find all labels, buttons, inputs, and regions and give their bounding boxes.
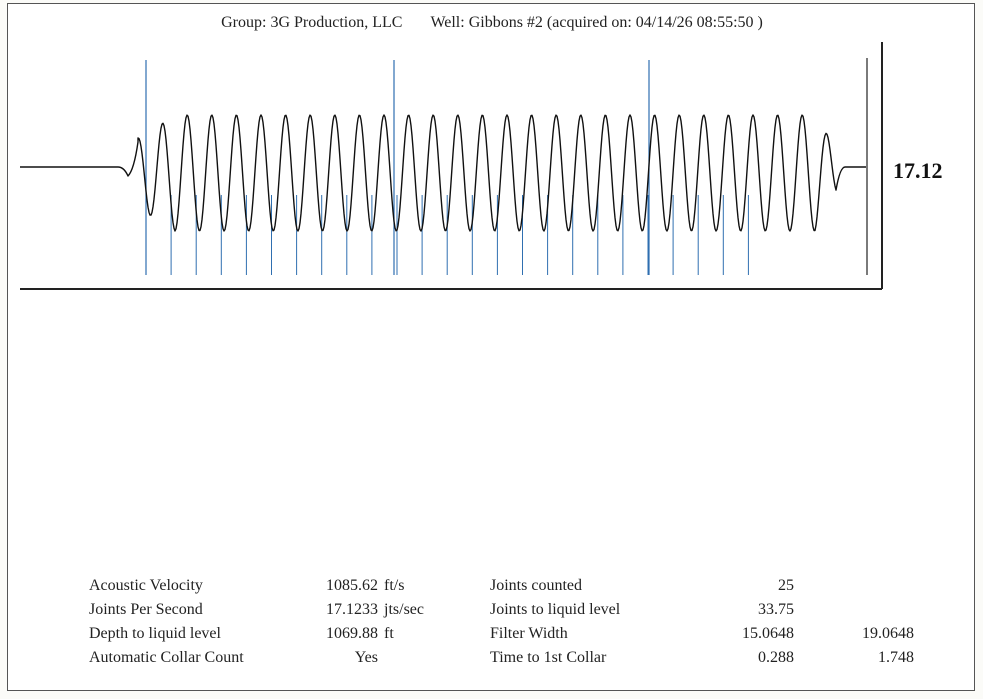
well-label: Well: Gibbons #2 (acquired on: 04/14/26 …	[430, 14, 763, 31]
joints-per-second-readout: 17.12	[893, 158, 943, 183]
report-frame: Group: 3G Production, LLC Well: Gibbons #…	[7, 3, 975, 691]
acoustic-waveform	[20, 114, 866, 232]
group-label: Group: 3G Production, LLC	[221, 14, 403, 31]
report-header: Group: 3G Production, LLC Well: Gibbons #…	[8, 14, 976, 32]
